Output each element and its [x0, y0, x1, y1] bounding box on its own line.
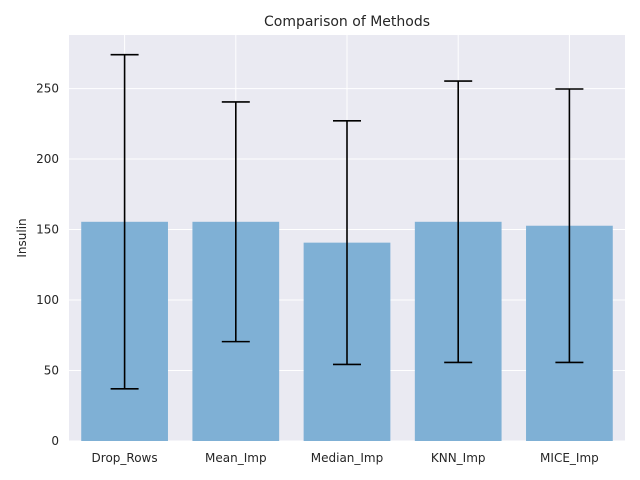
y-tick-label: 100 [36, 293, 59, 307]
y-axis-label: Insulin [15, 218, 29, 257]
x-tick-label: MICE_Imp [540, 451, 599, 465]
x-tick-label: Median_Imp [311, 451, 384, 465]
x-tick-label: KNN_Imp [431, 451, 486, 465]
y-tick-label: 200 [36, 152, 59, 166]
y-tick-label: 150 [36, 223, 59, 237]
x-tick-label: Mean_Imp [205, 451, 267, 465]
x-tick-label: Drop_Rows [92, 451, 158, 465]
chart-title: Comparison of Methods [264, 14, 430, 30]
y-tick-label: 250 [36, 82, 59, 96]
error-bars [110, 53, 584, 390]
y-tick-label: 0 [51, 434, 59, 448]
y-tick-label: 50 [44, 364, 59, 378]
x-tick-labels: Drop_Rows Mean_Imp Median_Imp KNN_Imp MICE_I… [92, 451, 599, 465]
y-tick-labels: 0 50 100 150 200 250 [36, 82, 59, 448]
